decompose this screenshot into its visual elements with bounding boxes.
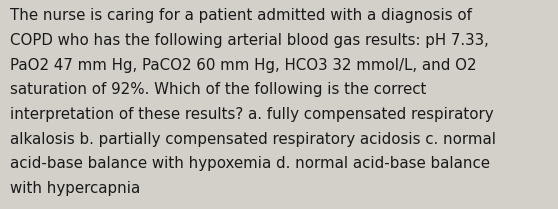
Text: PaO2 47 mm Hg, PaCO2 60 mm Hg, HCO3 32 mmol/L, and O2: PaO2 47 mm Hg, PaCO2 60 mm Hg, HCO3 32 m… bbox=[10, 58, 477, 73]
Text: saturation of 92%. Which of the following is the correct: saturation of 92%. Which of the followin… bbox=[10, 82, 426, 97]
Text: acid-base balance with hypoxemia d. normal acid-base balance: acid-base balance with hypoxemia d. norm… bbox=[10, 156, 490, 171]
Text: alkalosis b. partially compensated respiratory acidosis c. normal: alkalosis b. partially compensated respi… bbox=[10, 132, 496, 147]
Text: interpretation of these results? a. fully compensated respiratory: interpretation of these results? a. full… bbox=[10, 107, 494, 122]
Text: with hypercapnia: with hypercapnia bbox=[10, 181, 140, 196]
Text: The nurse is caring for a patient admitted with a diagnosis of: The nurse is caring for a patient admitt… bbox=[10, 8, 472, 23]
Text: COPD who has the following arterial blood gas results: pH 7.33,: COPD who has the following arterial bloo… bbox=[10, 33, 489, 48]
